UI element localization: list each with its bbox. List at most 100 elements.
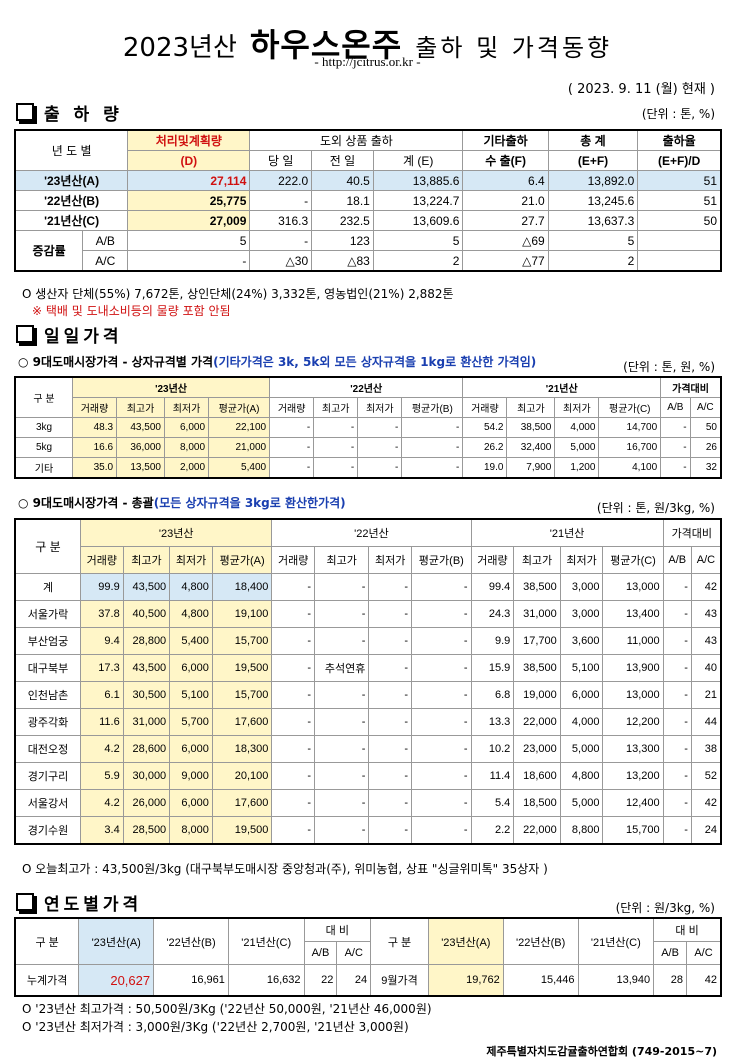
table-cell: 11.4 (470, 762, 515, 790)
table-cell: 26 (689, 437, 722, 458)
market-row: 인천남촌 6.1 30,500 5,100 15,700- - - -6.8 19,000 6,0… (14, 681, 722, 709)
section-yearly-title: 연도별가격 (16, 890, 142, 915)
market-row: 광주각화 11.6 31,000 5,700 17,600- - - -13.3 22,000 4… (14, 708, 722, 736)
total-price-table: 구 분 '23년산 '22년산 '21년산 가격대비 거래량 최고가 최저가 평균가(… (14, 518, 722, 845)
row-label: 경기구리 (14, 762, 81, 790)
table-cell: 18,600 (513, 762, 561, 790)
table-cell: - (368, 762, 413, 790)
footer-org: 제주특별자치도감귤출하연합회 (749-2015~7) (486, 1045, 717, 1058)
table-cell: 9.9 (470, 627, 515, 655)
table-cell: - (411, 735, 472, 763)
table-cell: - (662, 735, 692, 763)
table-cell: - (660, 457, 691, 479)
table-cell: - (401, 417, 464, 438)
table-cell: 222.0 (249, 170, 313, 191)
table-cell: 40 (690, 654, 722, 682)
table-cell: 6.8 (470, 681, 515, 709)
table-cell: - (368, 735, 413, 763)
table-cell: 52 (690, 762, 722, 790)
table-cell: 9.4 (80, 627, 124, 655)
table-cell: 50 (637, 210, 722, 231)
table-cell: 43,500 (122, 654, 171, 682)
table-cell: 38 (690, 735, 722, 763)
table-cell: - (314, 789, 370, 817)
box-price-row: 3kg 48.3 43,500 6,000 22,100- - - -54.2 38,500 4,… (14, 417, 722, 438)
table-cell: - (660, 417, 691, 438)
shipment-unit: (단위 : 톤, %) (641, 107, 715, 121)
shipment-table: 년 도 별 처리및계획량 도외 상품 출하 기타출하 총 계 출하율 (D) 당… (14, 129, 722, 272)
table-cell: 18,400 (211, 573, 273, 601)
table-cell: 13,609.6 (372, 210, 464, 231)
table-cell: - (662, 816, 692, 845)
daily-sub1-unit: (단위 : 톤, 원, %) (623, 360, 715, 374)
table-cell: 3,000 (559, 600, 604, 628)
table-cell: 43 (690, 627, 722, 655)
table-cell: - (411, 681, 472, 709)
square-bullet-icon (16, 103, 34, 121)
table-cell: - (662, 708, 692, 736)
table-cell: - (368, 708, 413, 736)
table-cell: - (271, 762, 316, 790)
table-cell: - (411, 762, 472, 790)
table-cell: 22,000 (513, 708, 561, 736)
table-cell: 30,000 (122, 762, 171, 790)
table-cell: 17.3 (80, 654, 124, 682)
site-url[interactable]: - http://jcitrus.or.kr - (314, 54, 421, 69)
section-shipment-title: 출 하 량 (16, 100, 123, 125)
table-cell: 1,200 (554, 457, 600, 479)
table-cell: 48.3 (71, 417, 118, 438)
table-cell: 35.0 (71, 457, 118, 479)
table-cell: - (313, 457, 359, 479)
row-label: 서울가락 (14, 600, 81, 628)
table-cell: 28,800 (122, 627, 171, 655)
table-cell: 51 (637, 170, 722, 191)
table-cell: 13,400 (602, 600, 664, 628)
row-label: '21년산(C) (14, 210, 129, 231)
table-cell: - (269, 437, 315, 458)
table-cell: - (401, 457, 464, 479)
table-cell: - (411, 789, 472, 817)
table-cell: 5,000 (559, 735, 604, 763)
table-cell: 13,885.6 (372, 170, 464, 191)
table-cell: - (357, 457, 403, 479)
table-cell: 38,500 (513, 654, 561, 682)
shipment-row: '21년산(C) 27,009 316.3 232.5 13,609.6 27.7 13,6… (14, 210, 722, 231)
table-cell: 19,000 (513, 681, 561, 709)
table-cell: - (411, 654, 472, 682)
table-cell: 40,500 (122, 600, 171, 628)
row-label: 인천남촌 (14, 681, 81, 709)
total-row: 계 99.9 43,500 4,800 18,400- - - -99.4 38,500 3,00… (14, 573, 722, 601)
table-cell: 36,000 (116, 437, 165, 458)
yearly-price-table: 구 분 '23년산(A) '22년산(B) '21년산(C) 대 비 구 분 '… (14, 917, 722, 997)
table-cell: 5,700 (169, 708, 213, 736)
table-cell: 12,200 (602, 708, 664, 736)
table-cell: 30,500 (122, 681, 171, 709)
table-cell: 5,100 (559, 654, 604, 682)
table-cell: - (411, 816, 472, 845)
table-cell: 8,800 (559, 816, 604, 845)
table-cell: - (368, 816, 413, 845)
table-cell: - (662, 789, 692, 817)
table-cell: 17,600 (211, 789, 273, 817)
table-cell: 38,500 (506, 417, 556, 438)
table-cell: 99.9 (80, 573, 124, 601)
row-label: 계 (14, 573, 81, 601)
report-date: ( 2023. 9. 11 (월) 현재 ) (567, 82, 715, 97)
page-title: 2023년산 하우스온주 출하 및 가격동향 (122, 26, 613, 64)
table-cell: 3,000 (559, 573, 604, 601)
table-cell: 25,775 (127, 190, 251, 211)
table-cell: 37.8 (80, 600, 124, 628)
table-cell: - (662, 573, 692, 601)
table-cell: 27,114 (127, 170, 251, 191)
table-cell: 5,400 (208, 457, 271, 479)
table-cell: 99.4 (470, 573, 515, 601)
market-row: 경기수원 3.4 28,500 8,000 19,500- - - -2.2 22,000 8,8… (14, 816, 722, 845)
table-cell: - (660, 437, 691, 458)
table-cell: - (314, 573, 370, 601)
table-cell: 19.0 (462, 457, 508, 479)
table-cell: 15,700 (211, 627, 273, 655)
table-cell: - (271, 816, 316, 845)
table-cell: 31,000 (122, 708, 171, 736)
table-cell: - (271, 600, 316, 628)
yearly-note-min: O '23년산 최저가격 : 3,000원/3Kg ('22년산 2,700원,… (22, 1020, 409, 1034)
